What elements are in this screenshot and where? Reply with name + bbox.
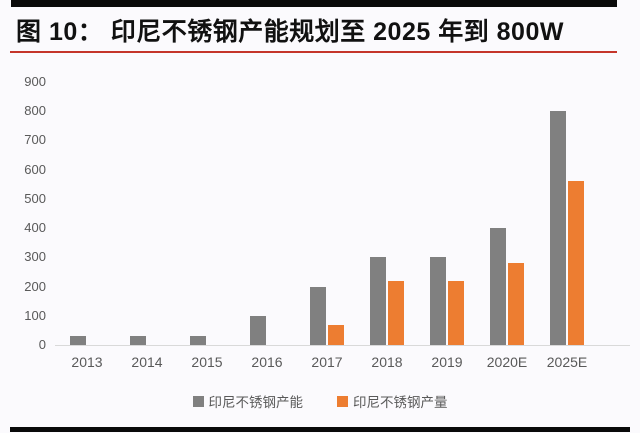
capacity-bar xyxy=(490,228,506,345)
production-bar xyxy=(328,324,344,345)
production-bar xyxy=(568,181,584,345)
legend-label: 印尼不锈钢产能 xyxy=(208,395,304,410)
legend-item: 印尼不锈钢产能 xyxy=(192,391,304,411)
y-tick-label: 800 xyxy=(24,103,46,119)
top-divider xyxy=(11,0,617,7)
y-axis: 900 800 700 600 500 400 300 200 100 0 xyxy=(0,74,46,352)
bar-group: 2020E xyxy=(477,82,537,370)
y-tick-label: 200 xyxy=(24,278,46,294)
bar-group: 2018 xyxy=(357,82,417,370)
y-tick-label: 500 xyxy=(24,190,46,206)
legend-swatch-icon xyxy=(192,395,204,407)
legend-item: 印尼不锈钢产量 xyxy=(337,391,448,411)
bar-group: 2016 xyxy=(237,82,297,370)
y-tick-label: 400 xyxy=(24,220,46,236)
capacity-bar xyxy=(550,111,566,345)
capacity-bar xyxy=(130,336,146,345)
x-tick-label: 2014 xyxy=(131,354,163,370)
bar-group: 2015 xyxy=(177,82,237,370)
x-tick-label: 2017 xyxy=(311,354,343,370)
production-bar xyxy=(508,263,524,345)
legend-label: 印尼不锈钢产量 xyxy=(353,395,448,410)
y-tick-label: 0 xyxy=(38,337,46,352)
legend-swatch-icon xyxy=(337,395,348,407)
capacity-bar xyxy=(250,315,266,345)
capacity-bar xyxy=(190,336,206,345)
x-tick-label: 2018 xyxy=(371,354,403,370)
y-tick-label: 100 xyxy=(24,307,46,323)
x-tick-label: 2020E xyxy=(486,354,528,370)
y-tick-label: 300 xyxy=(24,249,46,265)
bottom-divider xyxy=(10,427,630,432)
production-bar xyxy=(388,280,404,345)
bar-group: 2017 xyxy=(297,82,357,370)
bar-group: 2014 xyxy=(117,82,177,370)
capacity-bar xyxy=(370,257,386,345)
bar-group: 2013 xyxy=(57,82,117,370)
bar-group: 2019 xyxy=(417,82,477,370)
x-tick-label: 2015 xyxy=(191,354,223,370)
capacity-bar xyxy=(430,257,446,345)
production-bar xyxy=(448,280,464,345)
x-tick-label: 2016 xyxy=(251,354,283,370)
chart-legend: 印尼不锈钢产能 印尼不锈钢产量 xyxy=(0,391,640,411)
bar-groups: 2013 2014 2015 2016 2017 2018 2019 2020E 2025E xyxy=(57,82,597,370)
figure-title: 图 10： 印尼不锈钢产能规划至 2025 年到 800W xyxy=(16,18,564,46)
x-tick-label: 2013 xyxy=(71,354,103,370)
y-tick-label: 700 xyxy=(24,132,46,148)
plot-area: 2013 2014 2015 2016 2017 2018 2019 2020E 2025E xyxy=(55,82,630,370)
bar-chart: 900 800 700 600 500 400 300 200 100 0 2013 2014 201… xyxy=(0,74,640,370)
x-tick-label: 2025E xyxy=(546,354,588,370)
capacity-bar xyxy=(70,336,86,345)
y-tick-label: 600 xyxy=(24,161,46,177)
y-tick-label: 900 xyxy=(24,74,46,89)
title-underline xyxy=(10,51,617,53)
x-tick-label: 2019 xyxy=(431,354,463,370)
bar-group: 2025E xyxy=(537,82,597,370)
capacity-bar xyxy=(310,286,326,345)
